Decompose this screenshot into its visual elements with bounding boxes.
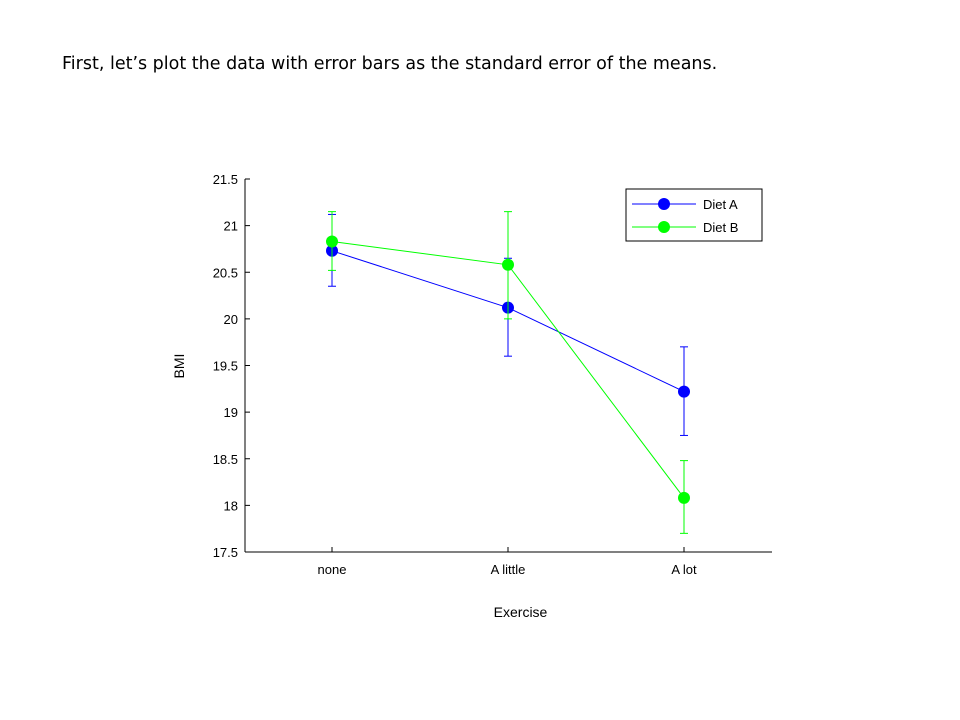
y-tick-label: 18: [224, 498, 238, 513]
y-ticks: 17.5 18 18.5 19 19.5 20 20.5 21 21.5: [213, 172, 250, 560]
legend-marker: [658, 198, 670, 210]
y-tick-label: 19: [224, 405, 238, 420]
y-tick-label: 21: [224, 219, 238, 234]
y-tick-label: 17.5: [213, 545, 238, 560]
legend-marker: [658, 221, 670, 233]
y-tick-label: 21.5: [213, 172, 238, 187]
y-tick-label: 18.5: [213, 452, 238, 467]
data-point: [326, 235, 338, 248]
slide-text: First, let’s plot the data with error ba…: [62, 54, 718, 74]
legend-item: Diet A: [632, 197, 738, 212]
legend: Diet A Diet B: [625, 188, 763, 242]
legend-item: Diet B: [632, 220, 738, 235]
legend-label: Diet B: [703, 220, 738, 235]
x-tick-label: A little: [491, 562, 526, 577]
series-layer: [326, 211, 690, 534]
y-tick-label: 19.5: [213, 359, 238, 374]
y-tick-label: 20: [224, 312, 238, 327]
y-tick-label: 20.5: [213, 265, 238, 280]
x-tick-label: A lot: [671, 562, 697, 577]
x-tick-label: none: [318, 562, 347, 577]
data-point: [502, 258, 514, 271]
data-point: [678, 491, 690, 504]
y-axis-label: BMI: [171, 354, 187, 379]
legend-label: Diet A: [703, 197, 738, 212]
data-point: [678, 385, 690, 398]
legend-box: [625, 188, 763, 242]
x-axis-label: Exercise: [494, 604, 548, 620]
x-ticks: none A little A lot: [318, 547, 697, 577]
series-2: [326, 211, 690, 534]
